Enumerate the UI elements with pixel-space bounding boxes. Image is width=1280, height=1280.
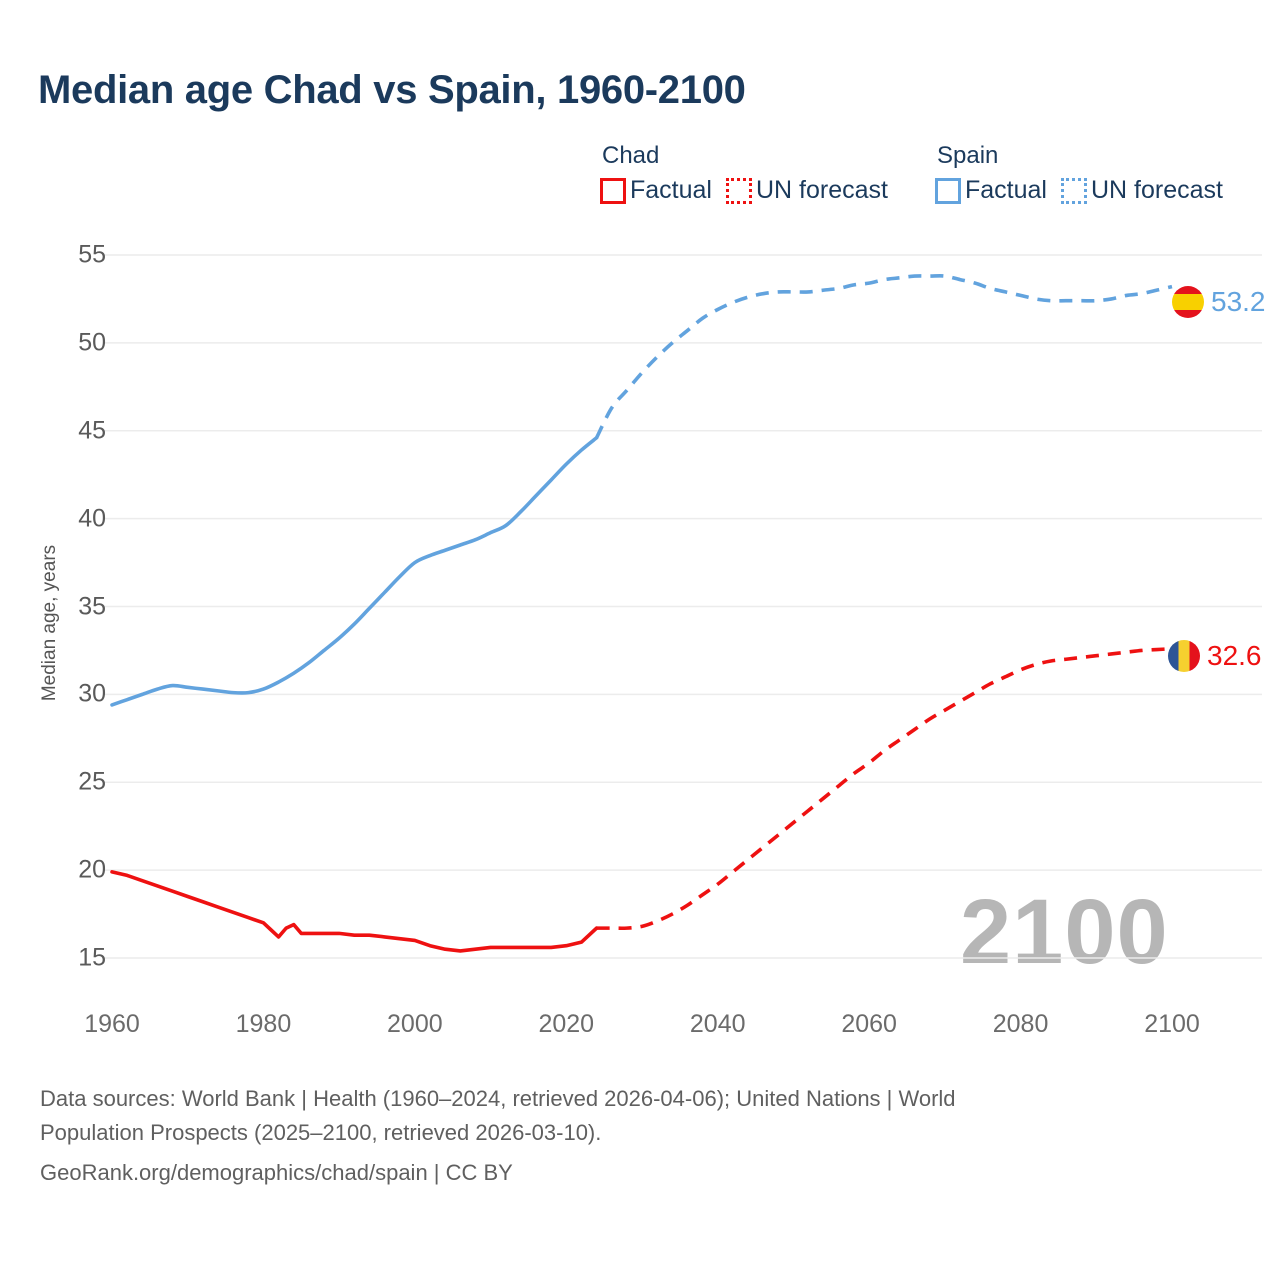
- x-tick-label: 2060: [841, 1010, 897, 1038]
- legend-swatch-solid-icon: [935, 177, 961, 204]
- chad-flag-icon: [1168, 640, 1200, 672]
- y-axis-ticks: 15 20 25 30 35 40 45 50 55: [46, 0, 106, 1280]
- y-tick-label: 55: [78, 240, 106, 269]
- end-label-chad: 32.6: [1168, 640, 1262, 672]
- x-tick-label: 2020: [538, 1010, 595, 1038]
- end-value-spain: 53.2: [1211, 286, 1266, 317]
- legend-label-spain-forecast: UN forecast: [1090, 176, 1223, 204]
- legend-group-chad: Chad Factual UN forecast: [600, 142, 888, 205]
- legend-item-spain-factual[interactable]: Factual: [935, 176, 1047, 205]
- chart-title: Median age Chad vs Spain, 1960-2100: [38, 68, 746, 112]
- x-tick-label: 2000: [387, 1010, 443, 1038]
- footer-line-3[interactable]: GeoRank.org/demographics/chad/spain | CC…: [40, 1160, 513, 1185]
- y-tick-label: 50: [78, 328, 106, 357]
- y-tick-label: 35: [78, 592, 106, 620]
- legend-country-chad: Chad: [602, 142, 660, 169]
- x-tick-label: 1980: [235, 1010, 292, 1038]
- legend-swatch-dotted-icon: [725, 177, 752, 204]
- x-tick-label: 2040: [689, 1010, 746, 1038]
- y-tick-label: 30: [78, 679, 106, 708]
- y-tick-label: 20: [78, 855, 106, 884]
- legend-item-spain-forecast[interactable]: UN forecast: [1060, 176, 1223, 205]
- legend-item-chad-forecast[interactable]: UN forecast: [725, 176, 888, 205]
- y-tick-label: 40: [78, 504, 106, 533]
- legend-item-chad-factual[interactable]: Factual: [600, 176, 712, 205]
- legend-label-spain-factual: Factual: [965, 176, 1047, 204]
- legend-swatch-dotted-icon: [1060, 177, 1087, 204]
- footer-line-2: Population Prospects (2025–2100, retriev…: [40, 1120, 602, 1145]
- x-tick-label: 2080: [992, 1010, 1049, 1038]
- legend-country-spain: Spain: [937, 142, 999, 169]
- year-watermark: 2100: [960, 881, 1169, 983]
- footer-sources: Data sources: World Bank | Health (1960–…: [40, 1082, 1200, 1190]
- end-value-chad: 32.6: [1207, 640, 1262, 671]
- footer-line-1: Data sources: World Bank | Health (1960–…: [40, 1086, 956, 1111]
- y-tick-label: 45: [78, 416, 106, 445]
- chart-legend: Chad Factual UN forecast Spain Factual: [600, 142, 1260, 222]
- x-tick-label: 1960: [84, 1010, 140, 1038]
- x-tick-label: 2100: [1144, 1010, 1200, 1038]
- legend-label-chad-forecast: UN forecast: [755, 176, 888, 204]
- y-tick-label: 25: [78, 767, 106, 796]
- legend-swatch-solid-icon: [600, 177, 626, 204]
- spain-flag-icon: [1172, 286, 1204, 318]
- end-label-spain: 53.2: [1172, 286, 1266, 318]
- legend-label-chad-factual: Factual: [630, 176, 712, 204]
- y-tick-label: 15: [78, 943, 106, 972]
- legend-group-spain: Spain Factual UN forecast: [935, 142, 1223, 205]
